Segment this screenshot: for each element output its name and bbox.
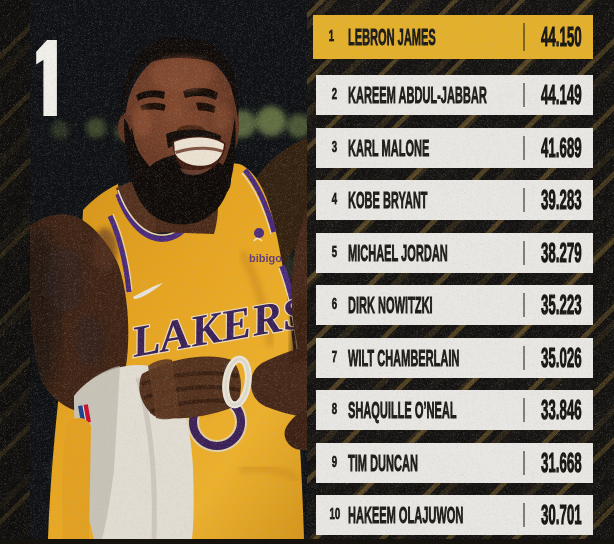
svg-text:bibigo: bibigo: [249, 253, 282, 265]
